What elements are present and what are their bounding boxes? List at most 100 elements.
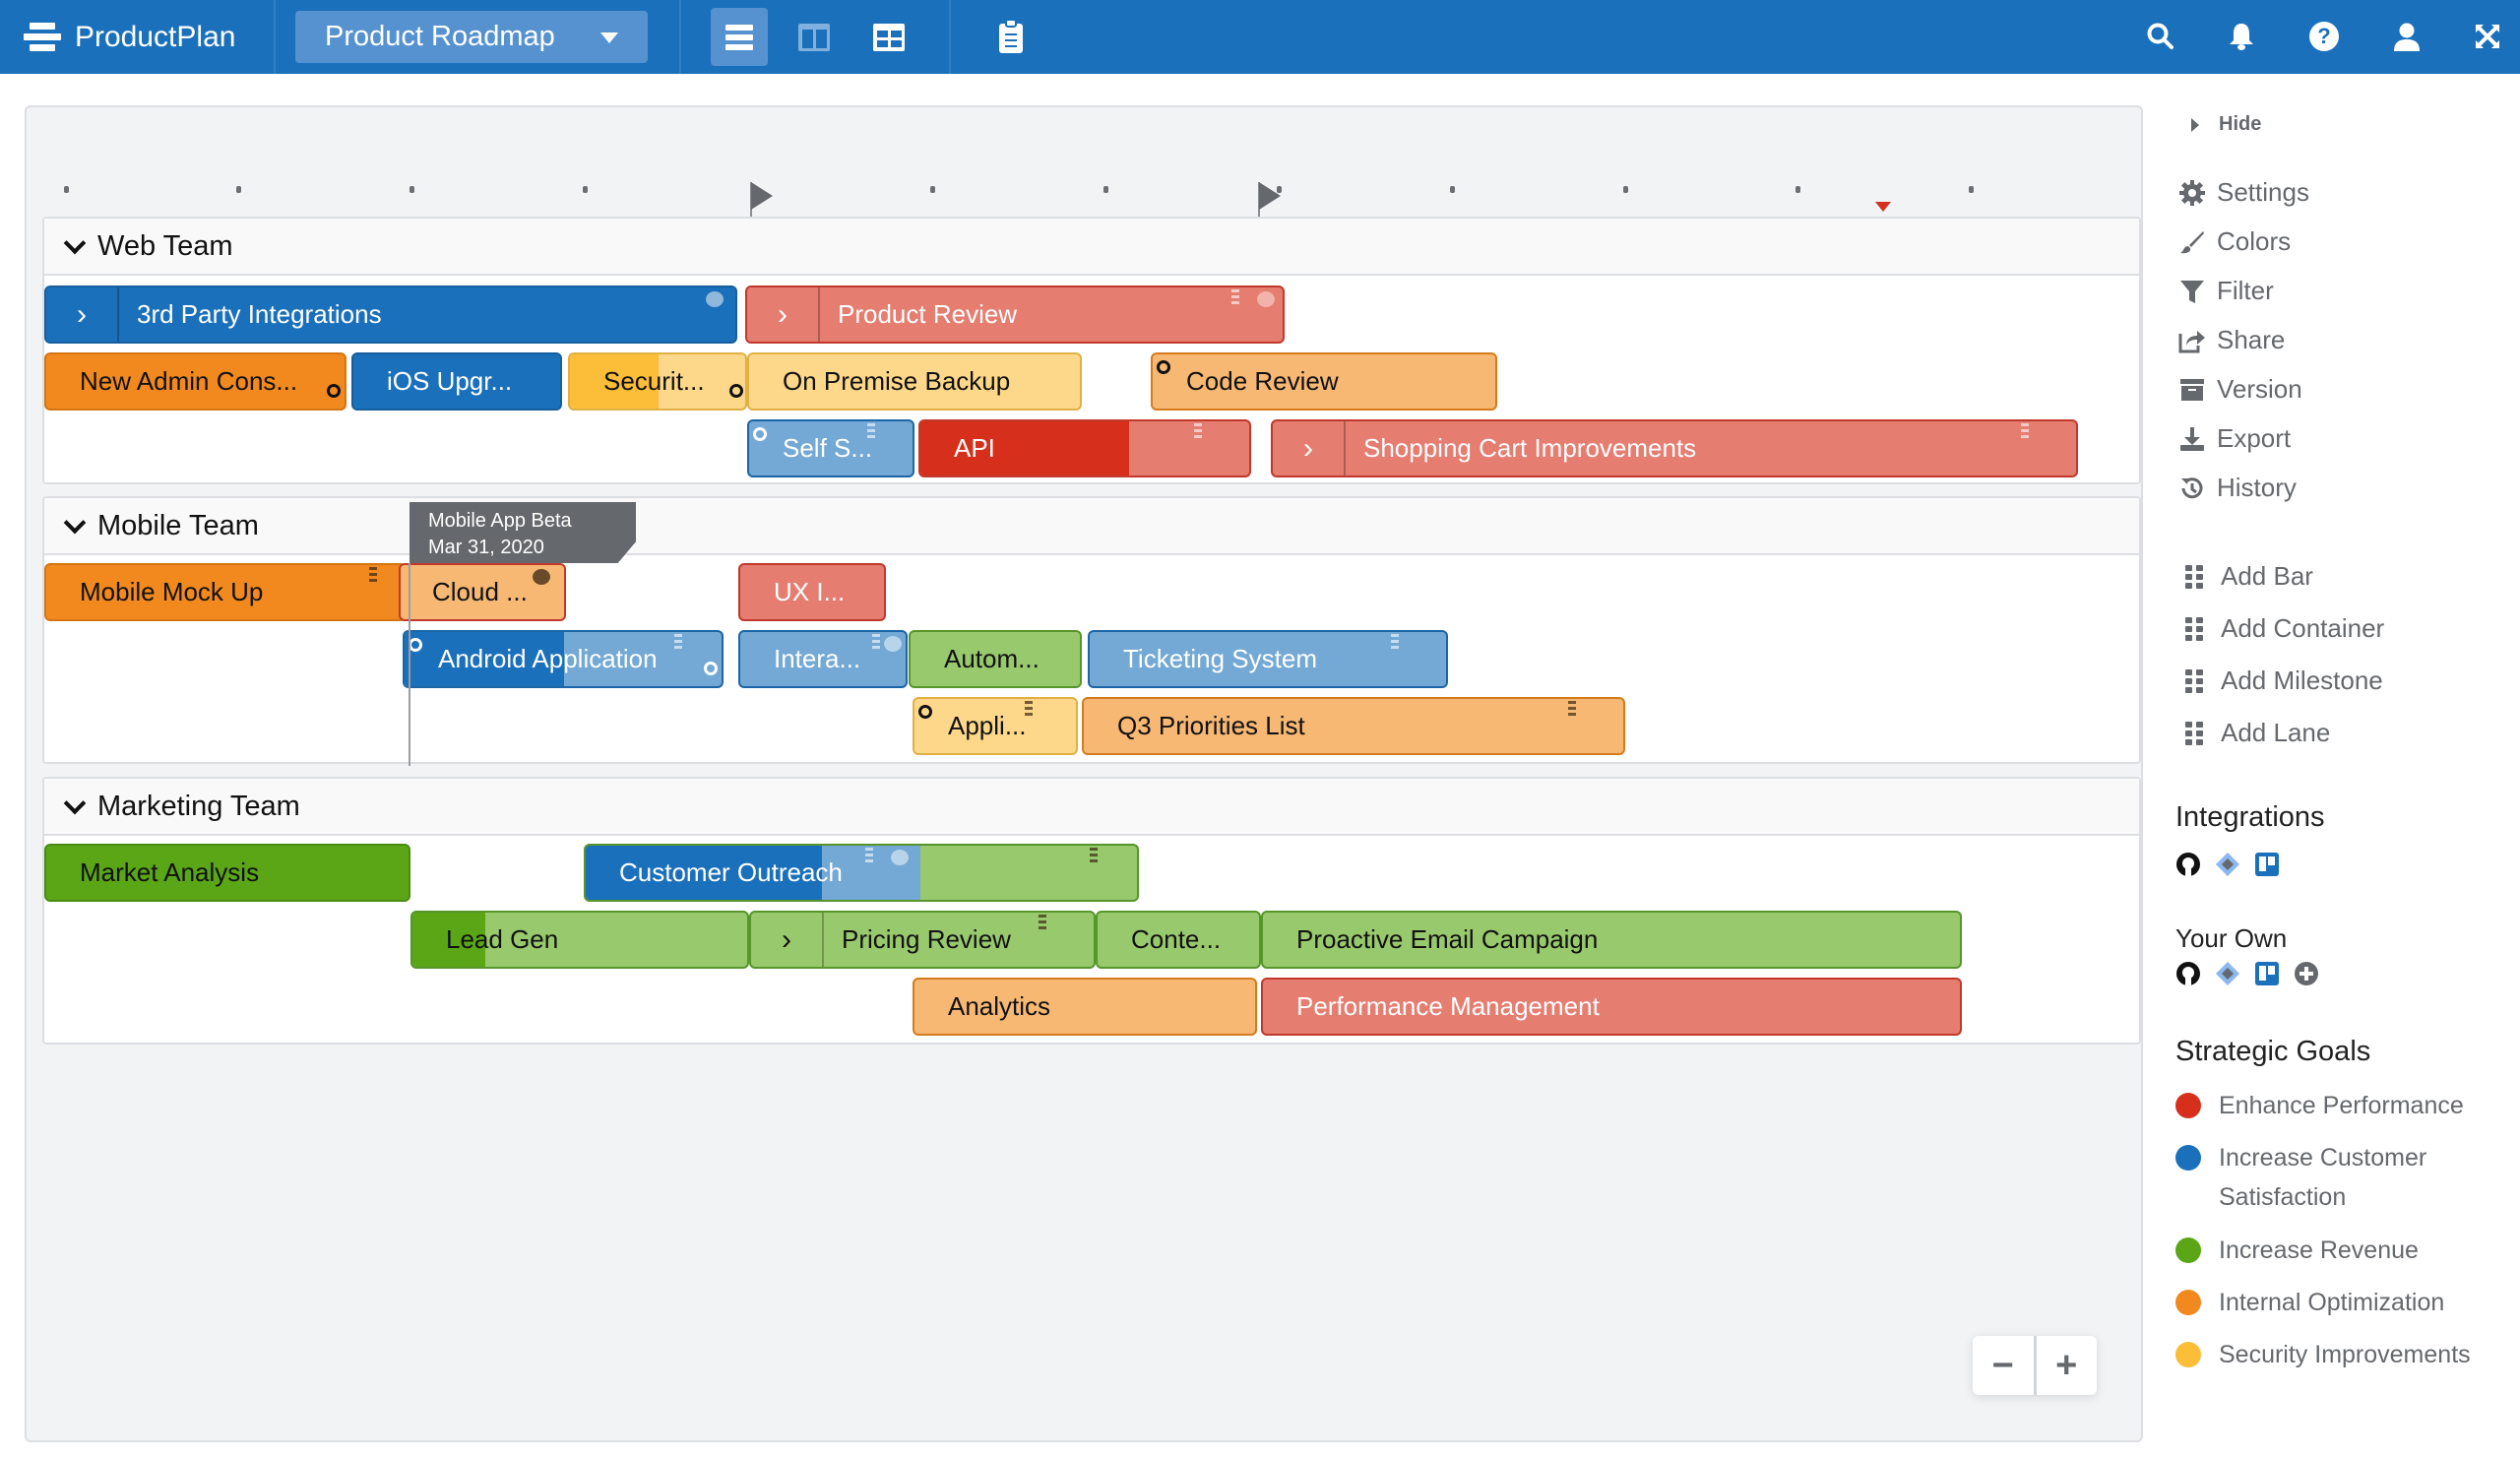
bar-cloud[interactable]: Cloud ... [399,563,566,621]
bar-new-admin-console[interactable]: New Admin Cons... [44,352,346,411]
menu-version[interactable]: Version [2177,374,2302,405]
menu-colors[interactable]: Colors [2177,226,2291,257]
comment-icon[interactable] [884,636,902,652]
zoom-out-button[interactable]: − [1973,1336,2037,1395]
search-button[interactable] [2142,18,2179,55]
help-button[interactable]: ? [2305,18,2343,55]
comment-icon[interactable] [891,850,909,865]
bar-api[interactable]: API [918,419,1251,477]
dependency-icon[interactable] [327,384,341,398]
comment-icon[interactable] [1257,291,1275,307]
dependency-icon[interactable] [918,705,932,719]
bar-mobile-mock-up[interactable]: Mobile Mock Up [44,563,407,621]
bar-application[interactable]: Appli... [913,697,1078,755]
chevron-right-icon[interactable]: › [46,287,119,342]
dependency-icon[interactable] [704,662,718,675]
bar-proactive-email-campaign[interactable]: Proactive Email Campaign [1261,911,1962,969]
add-circle-icon[interactable] [2294,961,2319,986]
bar-security[interactable]: Securit... [568,352,747,411]
trello-icon[interactable] [2254,961,2280,986]
bar-q3-priorities-list[interactable]: Q3 Priorities List [1082,697,1625,755]
bar-android-application[interactable]: Android Application [403,630,724,688]
lane-header[interactable]: Web Team [44,219,2139,276]
drag-handle-icon[interactable] [865,848,873,865]
chevron-right-icon[interactable]: › [751,913,824,967]
comment-icon[interactable] [533,569,550,585]
trello-icon[interactable] [2254,852,2280,877]
clipboard-button[interactable] [992,18,1030,55]
drag-handle-icon[interactable] [1568,701,1576,719]
drag-handle-icon[interactable] [2021,423,2029,441]
menu-export[interactable]: Export [2177,423,2291,454]
drag-handle-icon[interactable] [1391,634,1399,652]
bar-interaction[interactable]: Intera... [738,630,908,688]
goal-color-dot [2175,1237,2201,1263]
drag-handle-icon[interactable] [369,567,377,585]
menu-settings[interactable]: Settings [2177,177,2309,208]
dependency-icon[interactable] [1157,360,1170,374]
drag-handle-icon[interactable] [1039,915,1046,932]
roadmap-selector[interactable]: Product Roadmap [295,11,648,63]
drag-handle-icon[interactable] [1025,701,1033,719]
bar-code-review[interactable]: Code Review [1151,352,1497,411]
bar-automation[interactable]: Autom... [909,630,1082,688]
bar-market-analysis[interactable]: Market Analysis [44,844,410,902]
drag-handle-icon[interactable] [872,634,880,652]
hide-sidebar-button[interactable]: Hide [2191,113,2261,136]
milestone-flag-icon[interactable] [750,182,774,225]
bar-ticketing-system[interactable]: Ticketing System [1088,630,1448,688]
jira-icon[interactable] [2215,961,2240,986]
chevron-right-icon[interactable]: › [1273,421,1346,475]
add-milestone-button[interactable]: Add Milestone [2185,666,2383,696]
zoom-in-button[interactable]: + [2055,1344,2078,1386]
bar-3rd-party-integrations[interactable]: › 3rd Party Integrations [44,285,737,344]
bar-lead-gen[interactable]: Lead Gen [410,911,749,969]
lane-header[interactable]: Mobile Team [44,498,2139,555]
fullscreen-button[interactable] [2469,18,2506,55]
drag-handle-icon[interactable] [1194,423,1202,441]
brand[interactable]: ProductPlan [24,0,235,74]
github-icon[interactable] [2175,961,2201,986]
grid-view-button[interactable] [860,8,917,66]
lane-header[interactable]: Marketing Team [44,779,2139,836]
bar-pricing-review[interactable]: › Pricing Review [749,911,1096,969]
drag-handle-icon[interactable] [674,634,682,652]
list-view-button[interactable] [711,8,768,66]
jira-icon[interactable] [2215,852,2240,877]
integrations-list [2175,852,2280,877]
dependency-icon[interactable] [753,427,767,441]
milestone-flag-icon[interactable] [1258,182,1282,225]
chevron-right-icon[interactable]: › [747,287,820,342]
dependency-icon[interactable] [729,384,743,398]
add-bar-button[interactable]: Add Bar [2185,561,2313,592]
chevron-down-icon[interactable] [64,235,86,257]
user-account-button[interactable] [2388,18,2426,55]
bar-shopping-cart-improvements[interactable]: › Shopping Cart Improvements [1271,419,2078,477]
bar-ios-upgrade[interactable]: iOS Upgr... [351,352,562,411]
bar-on-premise-backup[interactable]: On Premise Backup [747,352,1082,411]
list-view-icon [725,24,753,50]
columns-view-button[interactable] [786,8,843,66]
bar-ux-improvements[interactable]: UX I... [738,563,886,621]
menu-share[interactable]: Share [2177,325,2285,355]
drag-handle-icon[interactable] [1231,289,1239,307]
chevron-down-icon[interactable] [64,515,86,537]
notifications-button[interactable] [2223,18,2260,55]
add-lane-button[interactable]: Add Lane [2185,718,2330,748]
chevron-down-icon[interactable] [64,795,86,817]
drag-handle-icon[interactable] [1090,848,1098,865]
menu-history[interactable]: History [2177,473,2297,503]
drag-handle-icon[interactable] [867,423,875,441]
bar-product-review[interactable]: › Product Review [745,285,1285,344]
bar-customer-outreach[interactable]: Customer Outreach [584,844,1139,902]
bar-analytics[interactable]: Analytics [913,978,1257,1036]
bar-performance-management[interactable]: Performance Management [1261,978,1962,1036]
bar-self-service[interactable]: Self S... [747,419,914,477]
filter-icon [2177,277,2207,306]
menu-filter[interactable]: Filter [2177,276,2274,306]
comment-icon[interactable] [706,291,724,307]
github-icon[interactable] [2175,852,2201,877]
add-container-button[interactable]: Add Container [2185,613,2384,644]
integrations-heading: Integrations [2175,801,2325,833]
bar-content[interactable]: Conte... [1096,911,1261,969]
